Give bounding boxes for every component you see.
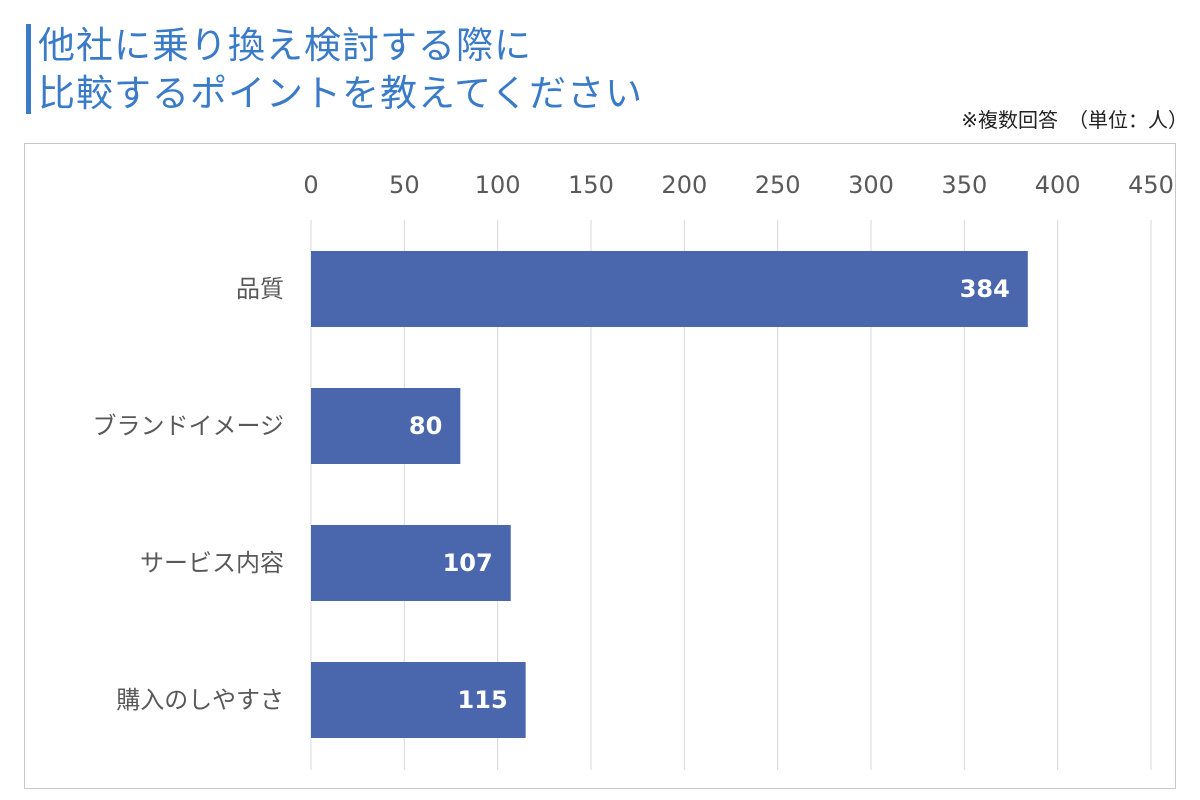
x-tick-label: 350	[941, 171, 987, 199]
chart-title: 他社に乗り換え検討する際に 比較するポイントを教えてください	[38, 22, 643, 118]
bar-value-label: 384	[960, 275, 1010, 303]
x-tick-label: 100	[475, 171, 521, 199]
bar	[311, 662, 526, 738]
x-tick-label: 450	[1128, 171, 1174, 199]
bar-value-label: 80	[409, 412, 442, 440]
x-tick-label: 0	[303, 171, 318, 199]
category-label: 購入のしやすさ	[116, 686, 284, 714]
chart-frame	[24, 143, 1176, 789]
x-tick-label: 150	[568, 171, 614, 199]
x-tick-label: 300	[848, 171, 894, 199]
chart-title-line-2: 比較するポイントを教えてください	[38, 72, 644, 115]
x-tick-label: 400	[1035, 171, 1081, 199]
chart-title-line-1: 他社に乗り換え検討する際に	[38, 24, 532, 67]
bar	[311, 388, 461, 464]
x-tick-label: 200	[661, 171, 707, 199]
bar	[311, 251, 1028, 327]
category-label: 品質	[236, 275, 284, 303]
bar-value-label: 115	[458, 686, 508, 714]
bar	[311, 525, 511, 601]
x-tick-label: 50	[389, 171, 420, 199]
chart-note: ※複数回答 （単位：人）	[961, 108, 1188, 132]
category-label: ブランドイメージ	[92, 412, 284, 440]
title-accent-bar	[26, 24, 31, 114]
category-label: サービス内容	[140, 549, 284, 577]
x-tick-label: 250	[755, 171, 801, 199]
bar-value-label: 107	[443, 549, 493, 577]
